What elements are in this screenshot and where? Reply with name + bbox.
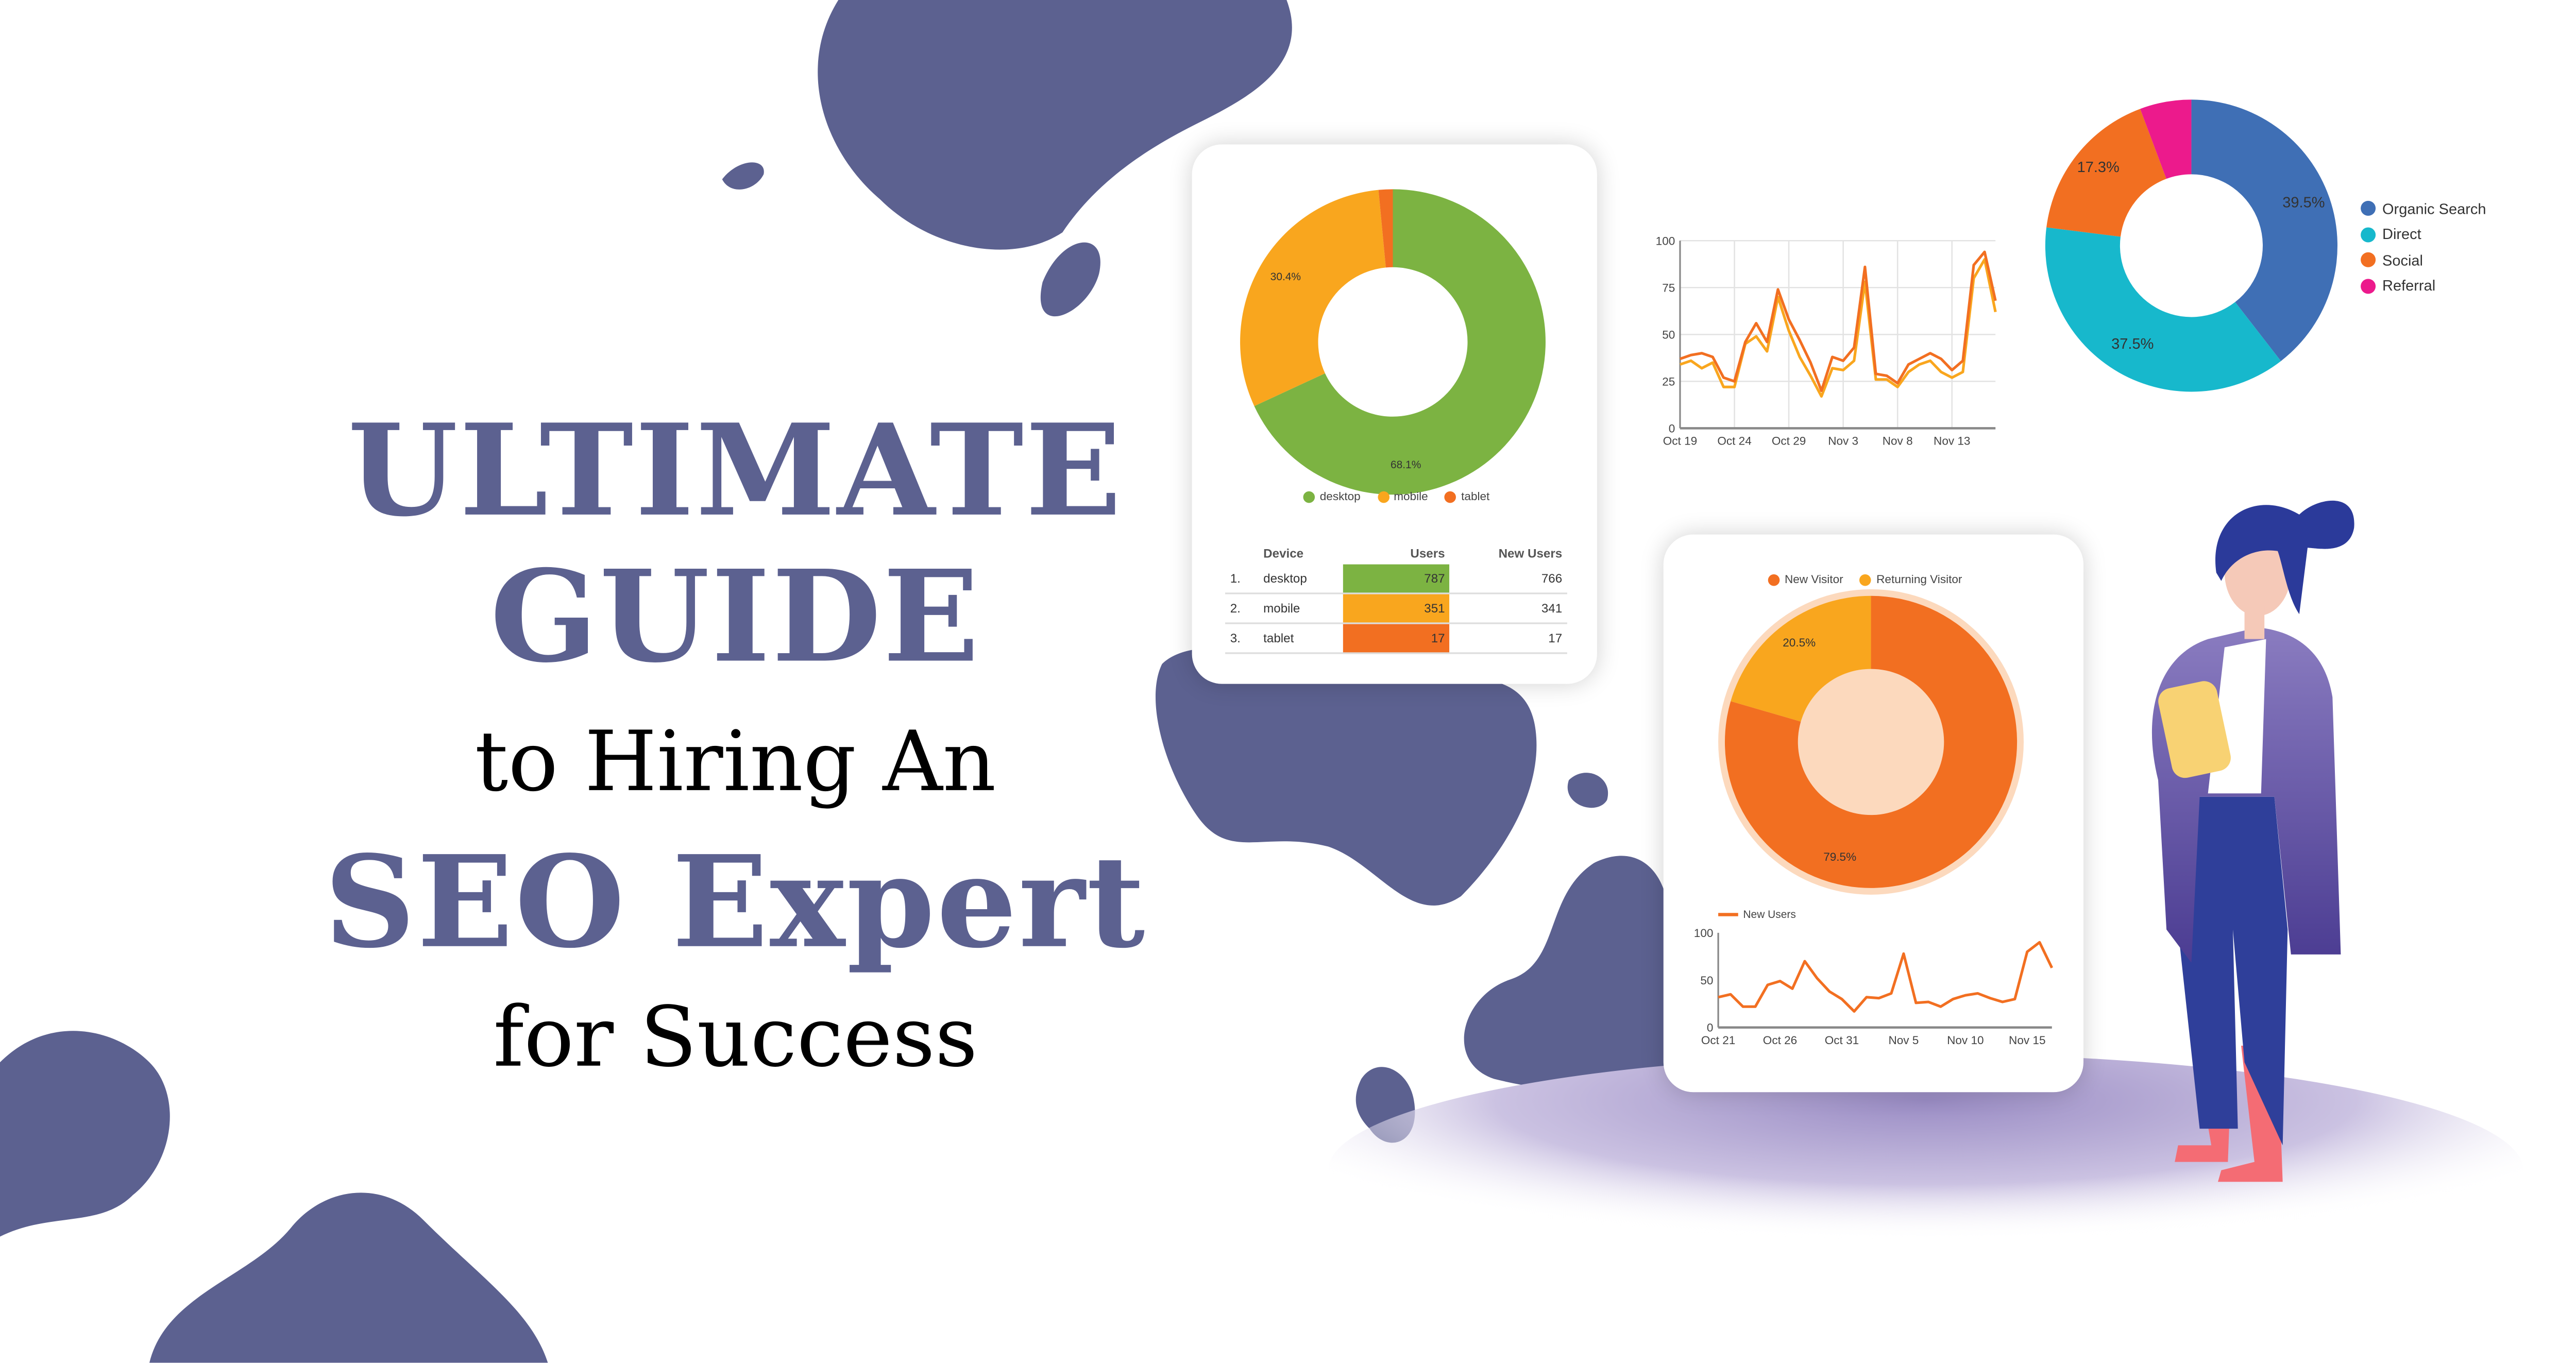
- col-new-users: New Users: [1498, 546, 1563, 561]
- traffic-legend: Organic Search Direct Social Referral: [2361, 196, 2486, 299]
- legend-item-new-users: New Users: [1718, 909, 1796, 922]
- legend-label: desktop: [1319, 491, 1361, 504]
- legend-label: Organic Search: [2382, 200, 2486, 217]
- headline-line-3: to Hiring An: [474, 713, 996, 810]
- table-row: 3. tablet 17 17: [1225, 623, 1567, 654]
- row-rank: 1.: [1225, 564, 1259, 594]
- visitor-legend: New Visitor Returning Visitor: [1768, 574, 1962, 587]
- col-users: Users: [1410, 546, 1445, 561]
- legend-label: mobile: [1394, 491, 1428, 504]
- legend-item-direct: Direct: [2361, 222, 2486, 247]
- legend-label: Returning Visitor: [1876, 575, 1962, 587]
- col-device: Device: [1263, 546, 1304, 561]
- legend-dot-icon: [2361, 252, 2376, 268]
- legend-item-social: Social: [2361, 247, 2486, 273]
- legend-item-referral: Referral: [2361, 273, 2486, 299]
- legend-item-desktop: desktop: [1303, 491, 1361, 504]
- blob-top: [818, 0, 1292, 250]
- row-device: tablet: [1258, 623, 1344, 654]
- legend-dot-icon: [1859, 574, 1872, 586]
- row-device: mobile: [1258, 593, 1344, 624]
- legend-dot-icon: [1444, 491, 1456, 503]
- table-row: 1. desktop 787 766: [1225, 564, 1567, 594]
- row-new-users: 341: [1450, 593, 1567, 624]
- legend-dot-icon: [1768, 574, 1780, 586]
- legend-dot-icon: [2361, 227, 2376, 242]
- blob-small-2: [1040, 242, 1100, 317]
- row-users: 17: [1344, 623, 1450, 654]
- row-users: 787: [1344, 564, 1450, 594]
- legend-dot-icon: [2361, 201, 2376, 216]
- legend-dot-icon: [2361, 278, 2376, 294]
- blob-right: [1464, 856, 1670, 1093]
- legend-label: New Visitor: [1784, 575, 1843, 587]
- blob-small-3: [1567, 773, 1608, 808]
- blob-bottom: [149, 1192, 548, 1363]
- headline-line-5: for Success: [493, 989, 978, 1086]
- legend-item-organic: Organic Search: [2361, 196, 2486, 222]
- row-users: 351: [1344, 593, 1450, 624]
- legend-label: Social: [2382, 251, 2423, 269]
- visitors-card: [1663, 534, 2083, 1093]
- legend-item-tablet: tablet: [1444, 491, 1490, 504]
- blob-small-1: [722, 162, 764, 190]
- legend-item-new-visitor: New Visitor: [1768, 574, 1843, 587]
- legend-line-icon: [1718, 913, 1738, 917]
- legend-dot-icon: [1303, 491, 1315, 503]
- woman-figure: [2151, 500, 2354, 1182]
- headline-line-1: ULTIMATE: [347, 397, 1123, 544]
- headline-line-2: GUIDE: [490, 542, 981, 691]
- legend-label: Direct: [2382, 226, 2421, 243]
- legend-item-returning-visitor: Returning Visitor: [1859, 574, 1962, 587]
- row-device: desktop: [1258, 564, 1344, 594]
- legend-label: Referral: [2382, 277, 2436, 295]
- new-users-legend: New Users: [1718, 909, 1796, 922]
- blob-bottom-left: [0, 1031, 170, 1237]
- row-new-users: 17: [1450, 623, 1567, 654]
- row-rank: 3.: [1225, 623, 1259, 654]
- blob-mid: [1155, 648, 1537, 906]
- table-row: 2. mobile 351 341: [1225, 593, 1567, 624]
- legend-item-mobile: mobile: [1377, 491, 1428, 504]
- legend-label: New Users: [1743, 909, 1796, 922]
- legend-dot-icon: [1377, 491, 1389, 503]
- headline-line-4: SEO Expert: [324, 828, 1147, 976]
- device-legend: desktop mobile tablet: [1303, 491, 1490, 504]
- device-table: Device Users New Users 1. desktop 787 76…: [1225, 543, 1567, 654]
- row-rank: 2.: [1225, 593, 1259, 624]
- legend-label: tablet: [1461, 491, 1490, 504]
- row-new-users: 766: [1450, 564, 1567, 594]
